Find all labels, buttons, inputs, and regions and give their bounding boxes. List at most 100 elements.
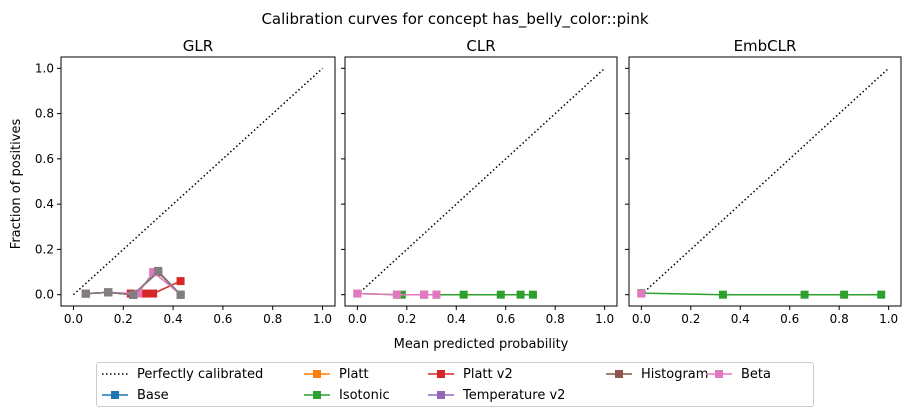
series-marker <box>637 289 646 298</box>
series-marker <box>392 290 401 299</box>
x-tick-label: 0.4 <box>164 312 183 326</box>
legend-label: Platt v2 <box>463 366 513 382</box>
x-tick-label: 0.2 <box>397 312 416 326</box>
figure-title: Calibration curves for concept has_belly… <box>261 10 648 29</box>
panel-title: GLR <box>183 37 213 55</box>
legend-swatch <box>428 391 454 399</box>
series-marker <box>353 289 362 298</box>
series-marker <box>718 290 727 299</box>
axes-frame <box>628 56 902 307</box>
perfect-calibration-line <box>640 67 890 296</box>
legend-label: Temperature v2 <box>463 387 566 403</box>
panel-1: CLR 0.0 0.2 0.4 0.6 0.8 1.0 <box>341 37 618 326</box>
series-marker <box>432 290 441 299</box>
x-tick-label: 0.0 <box>348 312 367 326</box>
series-marker <box>104 288 113 297</box>
legend: Perfectly calibrated Base Platt Isotonic Pla… <box>96 362 814 407</box>
legend-swatch <box>428 370 454 378</box>
legend-label: Histogram <box>641 366 709 382</box>
x-tick-label: 1.0 <box>879 312 898 326</box>
series-line <box>357 292 437 296</box>
legend-swatch-marker <box>437 370 445 378</box>
legend-item: Histogram <box>605 365 708 383</box>
legend-swatch <box>304 370 330 378</box>
x-tick-label: 0.2 <box>681 312 700 326</box>
series-marker <box>149 268 158 277</box>
y-axis-label: Fraction of positives <box>9 119 24 250</box>
axes-frame <box>344 56 618 307</box>
y-tick-label: 0.2 <box>35 242 54 256</box>
y-tick-label: 0.0 <box>35 288 54 302</box>
series-marker <box>149 289 158 298</box>
y-tick-label: 0.6 <box>35 152 54 166</box>
legend-swatch-marker <box>313 370 321 378</box>
series-marker <box>840 290 849 299</box>
series-marker <box>459 290 468 299</box>
panels-group: GLR 0.0 0.2 0.4 0.6 0.8 1.0 0.0 0.2 0.4 0.6 0.8 1.0 C… <box>35 37 902 326</box>
legend-item: Beta <box>705 365 771 383</box>
legend-swatch <box>304 391 330 399</box>
x-tick-label: 0.4 <box>447 312 466 326</box>
x-tick-label: 0.0 <box>64 312 83 326</box>
legend-swatch <box>606 370 632 378</box>
series-marker <box>134 289 143 298</box>
legend-label: Beta <box>741 366 771 382</box>
legend-label: Isotonic <box>339 387 390 403</box>
series-isotonic <box>637 289 886 299</box>
series-marker <box>420 290 429 299</box>
y-tick-label: 1.0 <box>35 61 54 75</box>
legend-swatch-marker <box>615 370 623 378</box>
series-marker <box>176 290 185 299</box>
x-tick-label: 1.0 <box>313 312 332 326</box>
panel-title: CLR <box>466 37 495 55</box>
x-tick-label: 0.8 <box>546 312 565 326</box>
series-marker <box>176 277 185 286</box>
y-tick-label: 0.8 <box>35 107 54 121</box>
series-marker <box>154 266 163 275</box>
series-unnamed <box>81 266 185 299</box>
legend-label: Platt <box>339 366 369 382</box>
series-beta <box>637 289 646 298</box>
series-beta <box>353 289 441 299</box>
series-marker <box>81 289 90 298</box>
x-tick-label: 0.0 <box>632 312 651 326</box>
y-tick-label: 0.4 <box>35 197 54 211</box>
legend-swatch <box>102 373 128 375</box>
legend-swatch-marker <box>715 370 723 378</box>
legend-item: Isotonic <box>303 386 390 404</box>
panel-2: EmbCLR 0.0 0.2 0.4 0.6 0.8 1.0 <box>625 37 902 326</box>
legend-swatch-marker <box>111 391 119 399</box>
legend-swatch <box>102 391 128 399</box>
x-tick-label: 0.6 <box>780 312 799 326</box>
series-marker <box>516 290 525 299</box>
legend-swatch-marker <box>437 391 445 399</box>
legend-item: Temperature v2 <box>427 386 565 404</box>
x-tick-label: 0.2 <box>114 312 133 326</box>
series-marker <box>877 290 886 299</box>
series-marker <box>800 290 809 299</box>
series-marker <box>141 289 150 298</box>
x-tick-label: 0.8 <box>830 312 849 326</box>
series-marker <box>496 290 505 299</box>
perfect-calibration-line <box>356 67 606 296</box>
x-tick-label: 0.6 <box>213 312 232 326</box>
perfect-calibration-line <box>72 67 324 296</box>
legend-swatch <box>706 370 732 378</box>
series-marker <box>528 290 537 299</box>
legend-item: Perfectly calibrated <box>101 365 263 383</box>
x-tick-label: 0.6 <box>496 312 515 326</box>
panel-title: EmbCLR <box>734 37 797 55</box>
x-tick-label: 0.4 <box>731 312 750 326</box>
legend-swatch-marker <box>313 391 321 399</box>
legend-item: Platt v2 <box>427 365 513 383</box>
legend-label: Perfectly calibrated <box>137 366 264 382</box>
series-marker <box>129 290 138 299</box>
legend-item: Platt <box>303 365 369 383</box>
legend-item: Base <box>101 386 169 404</box>
x-tick-label: 0.8 <box>263 312 282 326</box>
axes-frame <box>60 56 336 307</box>
legend-label: Base <box>137 387 169 403</box>
x-axis-label: Mean predicted probability <box>394 337 569 352</box>
panel-0: GLR 0.0 0.2 0.4 0.6 0.8 1.0 0.0 0.2 0.4 0.6 0.8 1.0 <box>35 37 336 326</box>
